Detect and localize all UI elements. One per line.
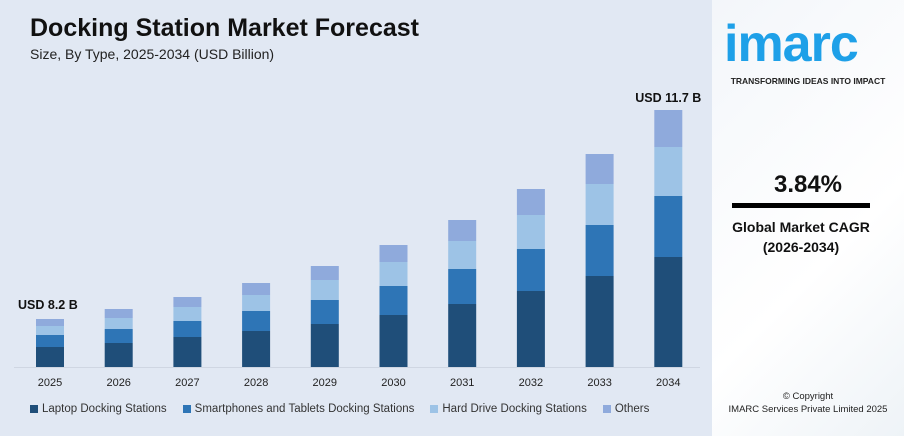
bar-segment-2032-3 (516, 189, 545, 215)
bar-segment-2027-3 (173, 297, 202, 307)
bar-segment-2031-1 (448, 269, 477, 304)
bar-segment-2030-3 (379, 245, 408, 262)
x-tick-label: 2026 (106, 377, 130, 389)
data-label-last: USD 11.7 B (635, 91, 701, 105)
bar-segment-2026-3 (104, 309, 133, 318)
bar-segment-2028-0 (242, 331, 271, 367)
info-panel: imarc TRANSFORMING IDEAS INTO IMPACT 3.8… (712, 0, 904, 436)
x-tick-label: 2029 (313, 377, 337, 389)
bar-segment-2034-3 (654, 110, 683, 147)
x-tick-label: 2028 (244, 377, 268, 389)
bar-segment-2025-2 (36, 326, 64, 335)
imarc-logo: imarc (724, 15, 859, 73)
chart-panel: Docking Station Market Forecast Size, By… (0, 0, 712, 436)
bar-segment-2028-1 (242, 311, 271, 331)
bar-segment-2026-0 (104, 343, 133, 367)
bar-segment-2033-0 (585, 276, 614, 367)
bar-segment-2028-2 (242, 295, 271, 311)
bar-segment-2030-1 (379, 286, 408, 315)
bar-segment-2025-3 (36, 319, 64, 326)
bar-segment-2031-2 (448, 241, 477, 269)
legend-item: Laptop Docking Stations (30, 402, 167, 416)
cagr-value: 3.84% (773, 171, 843, 198)
bar-segment-2025-0 (36, 347, 64, 367)
bar-segment-2033-2 (585, 184, 614, 225)
x-tick-label: 2031 (450, 377, 474, 389)
bar-segment-2032-0 (516, 291, 545, 367)
data-label-first: USD 8.2 B (18, 298, 78, 312)
legend-swatch (182, 405, 191, 413)
bar-segment-2034-2 (654, 147, 683, 196)
legend-item: Others (602, 402, 650, 416)
legend-swatch (430, 405, 439, 413)
bar-segment-2032-1 (516, 249, 545, 291)
cagr-label-text: Global Market CAGR (732, 219, 870, 235)
legend-item: Smartphones and Tablets Docking Stations (182, 402, 415, 416)
bar-segment-2033-1 (585, 225, 614, 276)
chart-title: Docking Station Market Forecast (30, 14, 419, 42)
legend-label: Laptop Docking Stations (42, 403, 167, 415)
bar-segment-2026-1 (104, 329, 133, 343)
x-tick-label: 2034 (656, 377, 680, 389)
legend-label: Hard Drive Docking Stations (442, 403, 587, 415)
x-tick-label: 2027 (175, 377, 199, 389)
bar-segment-2029-3 (310, 266, 339, 280)
bar-segment-2032-2 (516, 215, 545, 249)
bar-segment-2026-2 (104, 318, 133, 329)
bar-segment-2029-2 (310, 280, 339, 300)
bar-segment-2025-1 (36, 335, 64, 347)
legend: Laptop Docking Stations Smartphones and T… (30, 402, 649, 416)
bar-segment-2033-3 (585, 154, 614, 184)
legend-label: Smartphones and Tablets Docking Stations (194, 403, 415, 415)
bar-segment-2028-3 (242, 283, 271, 295)
bar-segment-2031-3 (448, 220, 477, 241)
x-tick-label: 2030 (381, 377, 405, 389)
legend-swatch (30, 405, 38, 413)
bar-segment-2030-0 (379, 315, 408, 367)
bar-segment-2027-2 (173, 307, 202, 321)
bar-segment-2034-0 (654, 257, 683, 367)
copyright-line2: IMARC Services Private Limited 2025 (728, 404, 888, 415)
chart-subtitle: Size, By Type, 2025-2034 (USD Billion) (30, 46, 275, 62)
bar-segment-2027-1 (173, 321, 202, 337)
x-tick-label: 2032 (519, 377, 543, 389)
bar-segment-2027-0 (173, 337, 202, 367)
legend-item: Hard Drive Docking Stations (430, 402, 587, 416)
legend-label: Others (614, 403, 650, 415)
bar-segment-2034-1 (654, 196, 683, 257)
copyright: © Copyright IMARC Services Private Limite… (712, 390, 904, 416)
x-tick-label: 2033 (587, 377, 611, 389)
cagr-label: Global Market CAGR (2026-2034) (712, 217, 890, 257)
cagr-period: (2026-2034) (762, 239, 840, 255)
legend-swatch (602, 405, 611, 413)
stacked-bar-chart: 2025 2026 2027 2028 2029 2030 2031 2032 2033 2034… (14, 91, 701, 389)
divider (732, 203, 870, 208)
bar-segment-2029-1 (310, 300, 339, 324)
bar-segment-2031-0 (448, 304, 477, 367)
tagline: TRANSFORMING IDEAS INTO IMPACT (730, 76, 886, 86)
bar-segment-2029-0 (310, 324, 339, 367)
bar-segment-2030-2 (379, 262, 408, 286)
x-tick-label: 2025 (38, 377, 62, 389)
copyright-line1: © Copyright (782, 391, 834, 402)
